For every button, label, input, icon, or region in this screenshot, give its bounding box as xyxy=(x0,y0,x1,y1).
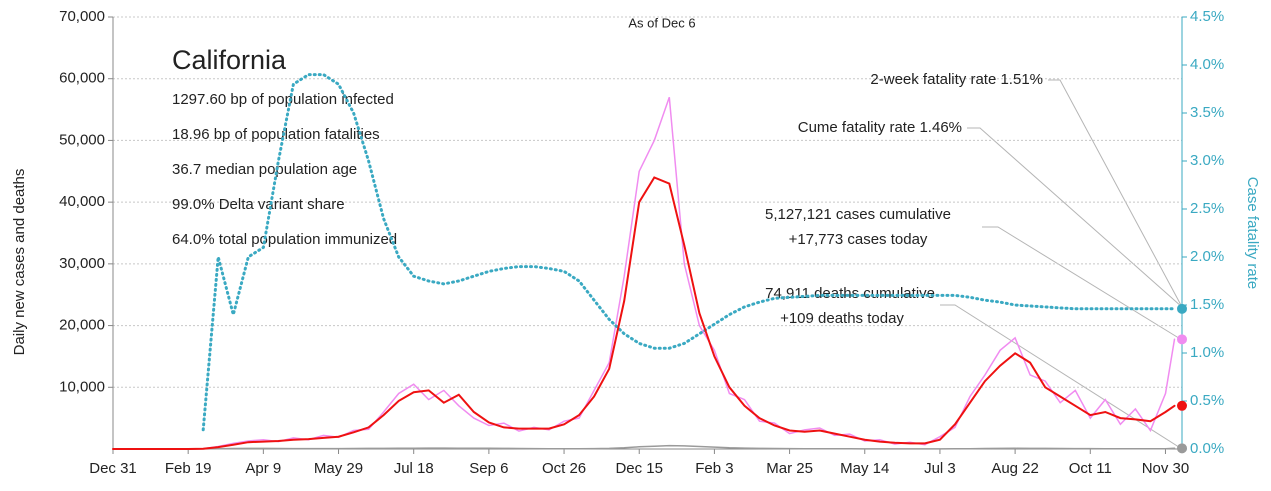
end-dot xyxy=(1177,443,1187,454)
series-line xyxy=(112,96,1176,450)
connectors xyxy=(940,79,1183,450)
annotation: 74,911 deaths cumulative xyxy=(765,285,935,302)
y-tick-label: 60,000 xyxy=(59,70,105,87)
x-tick-label: Feb 19 xyxy=(165,460,212,477)
x-tick-label: May 29 xyxy=(314,460,363,477)
y2-tick-label: 3.0% xyxy=(1190,152,1224,169)
y-tick-label: 70,000 xyxy=(59,8,105,25)
y-tick-label: 50,000 xyxy=(59,131,105,148)
x-tick-label: Aug 22 xyxy=(991,460,1039,477)
y2-tick-label: 2.0% xyxy=(1190,248,1224,265)
info-line: 99.0% Delta variant share xyxy=(172,196,345,213)
end-dot xyxy=(1177,303,1187,314)
y2-axis-label: Case fatality rate xyxy=(1244,177,1261,290)
chart-title: As of Dec 6 xyxy=(628,15,695,30)
x-tick-label: Oct 11 xyxy=(1069,460,1112,477)
info-line: 36.7 median population age xyxy=(172,161,357,178)
x-tick-label: Sep 6 xyxy=(469,460,508,477)
connector xyxy=(967,127,1183,308)
x-tick-label: Jul 18 xyxy=(394,460,434,477)
y2-tick-label: 0.0% xyxy=(1190,440,1224,457)
y-tick-label: 10,000 xyxy=(59,378,105,395)
connector xyxy=(1048,79,1183,308)
x-tick-label: Jul 3 xyxy=(924,460,956,477)
x-tick-label: Nov 30 xyxy=(1142,460,1190,477)
annotation: 5,127,121 cases cumulative xyxy=(765,206,951,223)
x-tick-label: Feb 3 xyxy=(695,460,733,477)
annotation: +109 deaths today xyxy=(780,310,904,327)
annotation: 2-week fatality rate 1.51% xyxy=(870,71,1043,88)
info-line: 18.96 bp of population fatalities xyxy=(172,126,380,143)
y2-tick-label: 4.5% xyxy=(1190,8,1224,25)
x-tick-label: Mar 25 xyxy=(766,460,813,477)
series-line xyxy=(112,176,1176,450)
y-axis-label: Daily new cases and deaths xyxy=(11,169,28,356)
x-tick-label: Oct 26 xyxy=(542,460,586,477)
y2-tick-label: 4.0% xyxy=(1190,56,1224,73)
x-tick-label: Apr 9 xyxy=(245,460,281,477)
y-tick-label: 40,000 xyxy=(59,193,105,210)
end-dot xyxy=(1177,334,1187,345)
x-tick-label: May 14 xyxy=(840,460,889,477)
y-tick-label: 20,000 xyxy=(59,317,105,334)
x-tick-label: Dec 15 xyxy=(615,460,663,477)
info-line: 64.0% total population immunized xyxy=(172,231,397,248)
y2-tick-label: 1.0% xyxy=(1190,344,1224,361)
series-line xyxy=(112,444,1176,450)
series-line xyxy=(201,73,1176,432)
info-line: 1297.60 bp of population infected xyxy=(172,91,394,108)
y2-tick-label: 3.5% xyxy=(1190,104,1224,121)
end-dot xyxy=(1177,400,1187,411)
y2-tick-label: 2.5% xyxy=(1190,200,1224,217)
y2-tick-label: 0.5% xyxy=(1190,392,1224,409)
info-title: California xyxy=(172,45,287,75)
y-tick-label: 30,000 xyxy=(59,255,105,272)
annotation: +17,773 cases today xyxy=(789,231,928,248)
annotation: Cume fatality rate 1.46% xyxy=(798,119,962,136)
x-tick-label: Dec 31 xyxy=(89,460,137,477)
y2-tick-label: 1.5% xyxy=(1190,296,1224,313)
connector xyxy=(982,226,1183,341)
